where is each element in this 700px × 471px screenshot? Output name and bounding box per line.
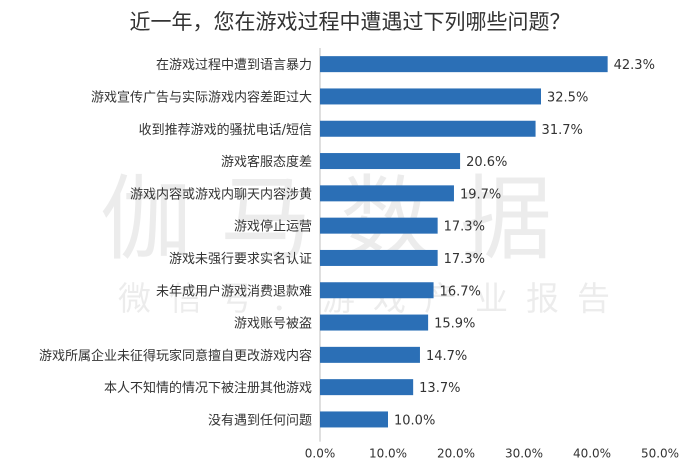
category-label: 未年成用户游戏消费退款难 <box>156 283 312 299</box>
value-label: 13.7% <box>419 381 460 396</box>
x-tick-label: 50.0% <box>641 447 679 461</box>
value-label: 42.3% <box>614 58 655 73</box>
category-label: 收到推荐游戏的骚扰电话/短信 <box>139 122 312 138</box>
bar <box>320 314 429 331</box>
value-label: 31.7% <box>542 123 583 138</box>
bar <box>320 88 541 105</box>
bar <box>320 185 454 202</box>
bar <box>320 282 434 299</box>
value-label: 16.7% <box>440 284 481 299</box>
bar <box>320 120 536 137</box>
value-label: 20.6% <box>466 155 507 170</box>
bar <box>320 346 420 363</box>
value-label: 10.0% <box>394 413 435 428</box>
bar <box>320 411 388 428</box>
bar <box>320 249 438 266</box>
bar <box>320 217 438 234</box>
x-tick-label: 30.0% <box>505 447 543 461</box>
bar <box>320 379 414 396</box>
category-label: 没有遇到任何问题 <box>208 412 312 428</box>
category-label: 本人不知情的情况下被注册其他游戏 <box>104 380 312 396</box>
value-label: 32.5% <box>547 90 588 105</box>
x-tick-label: 40.0% <box>573 447 611 461</box>
value-label: 14.7% <box>426 349 467 364</box>
value-label: 17.3% <box>444 252 485 267</box>
category-label: 游戏所属企业未征得玩家同意擅自更改游戏内容 <box>39 348 312 364</box>
category-label: 在游戏过程中遭到语言暴力 <box>156 58 312 73</box>
value-label: 17.3% <box>444 220 485 235</box>
value-label: 19.7% <box>460 187 501 202</box>
x-tick-label: 20.0% <box>437 447 475 461</box>
bar <box>320 153 461 170</box>
bar <box>320 56 608 73</box>
category-label: 游戏未强行要求实名认证 <box>169 251 312 267</box>
x-tick-label: 0.0% <box>305 447 336 461</box>
category-label: 游戏停止运营 <box>234 219 312 235</box>
category-label: 游戏账号被盗 <box>234 316 312 332</box>
x-tick-label: 10.0% <box>369 447 407 461</box>
category-label: 游戏宣传广告与实际游戏内容差距过大 <box>91 89 312 105</box>
chart-title: 近一年，您在游戏过程中遭遇过下列哪些问题？ <box>129 10 571 34</box>
category-label: 游戏内容或游戏内聊天内容涉黄 <box>130 186 312 202</box>
category-label: 游戏客服态度差 <box>221 154 312 170</box>
value-label: 15.9% <box>434 317 475 332</box>
